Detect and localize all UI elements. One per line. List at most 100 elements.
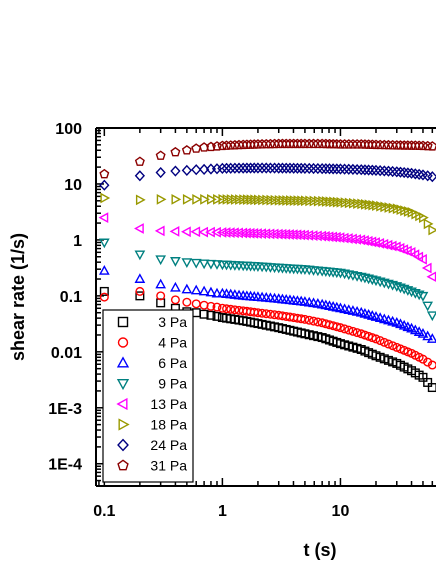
data-point [252,162,264,174]
data-point [182,297,192,307]
data-point [191,299,201,309]
legend-label: 9 Pa [158,376,187,392]
data-point [339,163,350,175]
data-point [205,286,217,297]
data-point [299,229,309,241]
legend-label: 24 Pa [150,437,187,453]
data-point [352,328,362,338]
data-point [330,231,341,243]
legend-label: 6 Pa [158,355,187,371]
data-point [98,212,109,224]
data-point [198,259,210,270]
data-point [367,139,378,149]
data-point [375,336,385,346]
x-tick-label: 1 [218,503,227,520]
series-18-pa [100,192,436,236]
data-point [428,224,436,236]
x-tick-label: 0.1 [93,503,115,520]
data-point [299,138,310,149]
y-tick-label: 0.1 [60,289,82,306]
data-point [366,275,378,286]
data-point [426,271,436,282]
data-point [155,278,167,289]
data-point [410,168,421,180]
data-point [134,223,144,234]
data-point [367,164,378,176]
data-point [418,372,428,382]
data-point [422,301,434,312]
data-point [170,146,181,157]
data-point [265,162,276,174]
data-point [379,337,389,347]
data-point [257,308,267,318]
data-point [292,162,303,174]
data-point [383,339,393,349]
data-point [134,170,146,182]
data-point [269,162,280,174]
data-point [233,162,245,174]
y-tick-label: 1E-4 [48,457,82,474]
data-point [351,234,362,245]
data-point [170,295,180,305]
data-point [277,162,288,174]
data-point [343,139,354,149]
data-point [386,240,397,252]
data-point [343,163,354,175]
data-point [156,291,166,301]
data-point [303,229,314,241]
data-point [300,314,310,324]
data-point [383,139,394,150]
data-point [249,162,260,174]
data-point [299,162,311,174]
data-point [182,194,193,205]
series-9-pa [98,238,436,322]
legend: 3 Pa 4 Pa 6 Pa 9 Pa 13 Pa 18 Pa 24 Pa 31 Pa [102,309,194,483]
data-point [308,162,319,175]
data-point [359,273,371,284]
data-point [313,317,323,327]
data-point [205,259,217,270]
data-point [406,287,417,298]
data-point [370,237,380,248]
data-point [98,265,110,275]
data-point [414,168,425,180]
legend-marker [118,418,130,431]
y-axis-title: shear rate (1/s) [8,233,28,361]
data-point [355,234,366,246]
data-point [427,383,436,393]
data-point [359,164,371,176]
data-point [334,232,345,243]
data-point [398,284,410,295]
data-point [347,163,359,176]
data-point [417,253,427,265]
data-point [427,360,436,370]
data-point [222,304,232,314]
data-point [355,272,367,283]
data-point [230,305,240,315]
data-point [99,292,109,302]
data-point [256,162,268,174]
data-point [304,162,315,175]
data-point [134,273,146,283]
x-axis-title: t (s) [304,540,337,560]
data-point [100,192,111,204]
data-point [190,258,202,269]
data-point [181,226,191,238]
data-point [155,166,166,179]
data-point [211,260,223,270]
y-tick-label: 1 [73,233,82,250]
data-point [417,291,429,302]
data-point [335,139,346,149]
data-point [312,162,323,175]
data-point [348,326,358,336]
plot-area [98,138,436,393]
data-point [296,162,307,174]
data-point [417,140,428,151]
data-point [417,327,429,338]
data-point [387,165,398,178]
x-tick-label: 10 [332,503,350,520]
data-point [422,140,433,151]
data-point [212,302,222,312]
y-tick-label: 1E-3 [48,401,82,418]
data-point [155,255,167,266]
